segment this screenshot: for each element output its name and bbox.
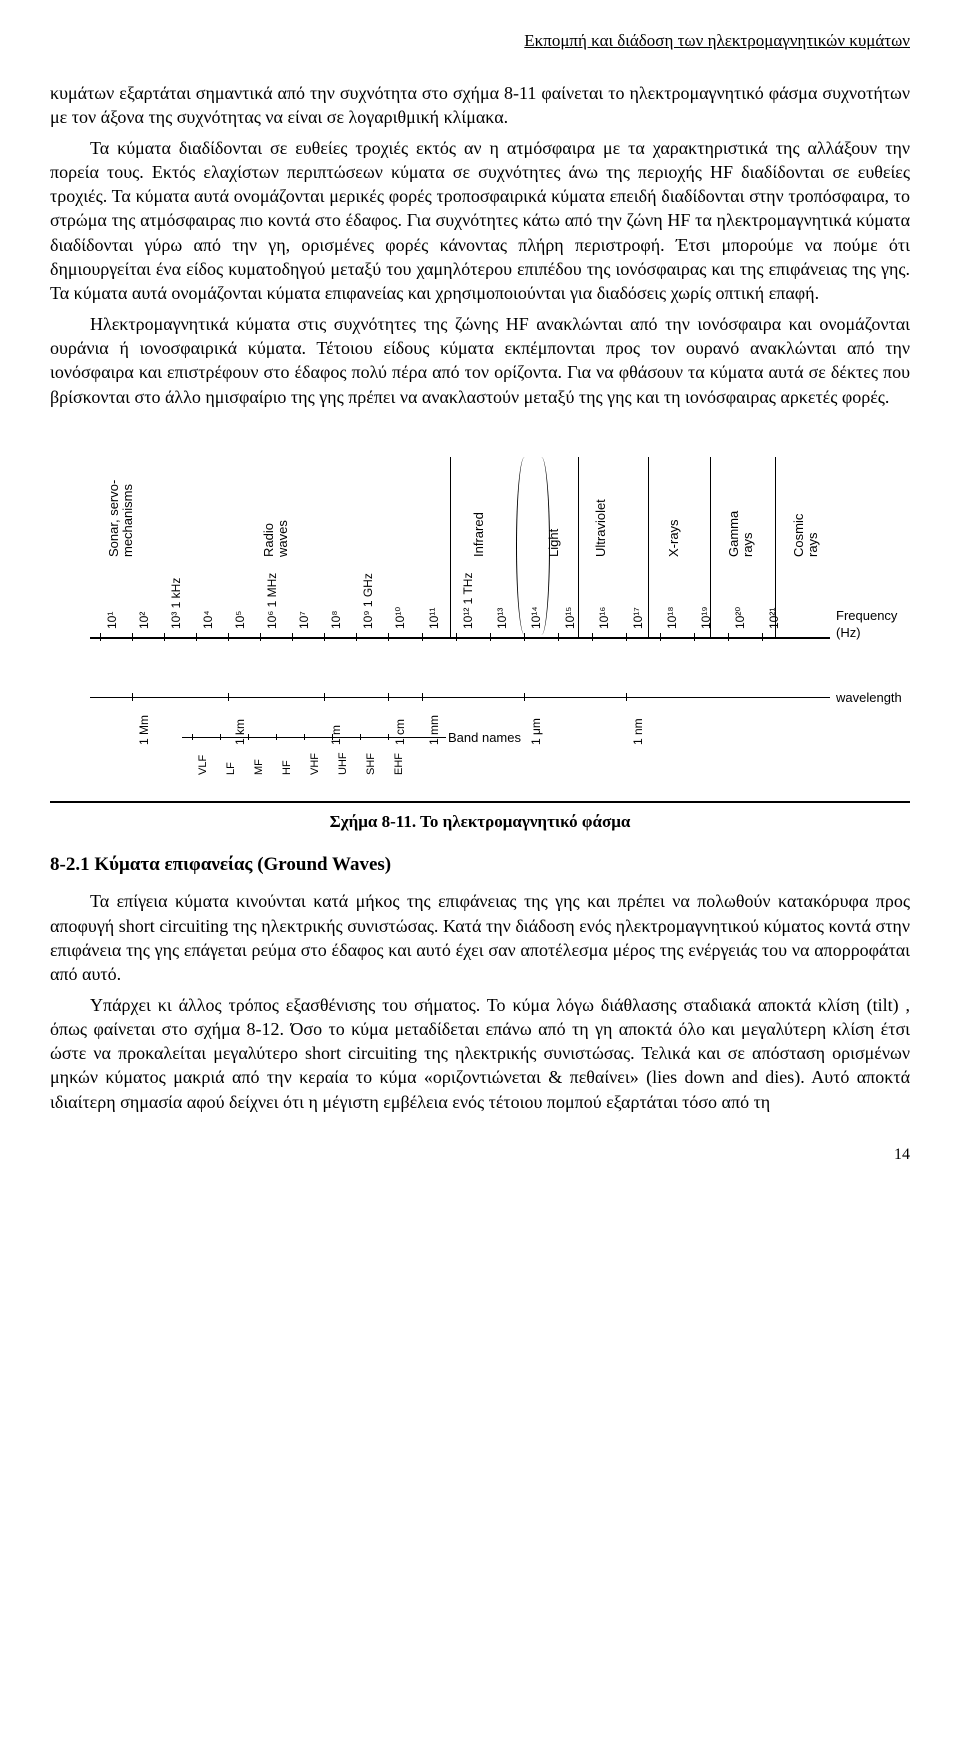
freq-tick-label: 10³ 1 kHz: [168, 577, 184, 628]
freq-tick-mark: [524, 633, 525, 641]
freq-tick-label: 10⁹ 1 GHz: [360, 573, 376, 629]
band-label: HF: [280, 760, 295, 775]
freq-tick-label: 10⁵: [232, 610, 248, 628]
region-label: Ultraviolet: [592, 499, 610, 557]
region-label: rays: [739, 532, 757, 557]
wavelength-label: 1 cm: [392, 719, 408, 745]
wavelength-tick-mark: [324, 693, 325, 701]
figure-caption: Σχήμα 8-11. Το ηλεκτρομαγνητικό φάσμα: [50, 811, 910, 834]
freq-tick-label: 10²¹: [766, 607, 782, 628]
freq-tick-mark: [728, 633, 729, 641]
wavelength-label: 1 km: [232, 719, 248, 745]
freq-tick-label: 10⁷: [296, 611, 312, 629]
freq-tick-mark: [626, 633, 627, 641]
region-label: rays: [804, 532, 822, 557]
freq-tick-label: 10¹⁵: [562, 606, 578, 628]
paragraph-3: Ηλεκτρομαγνητικά κύματα στις συχνότητες …: [50, 312, 910, 409]
paragraph-4: Τα επίγεια κύματα κινούνται κατά μήκος τ…: [50, 889, 910, 986]
region-divider: [450, 457, 451, 637]
paragraph-2: Τα κύματα διαδίδονται σε ευθείες τροχιές…: [50, 136, 910, 306]
freq-tick-label: 10¹¹: [426, 607, 442, 628]
band-arrow: [428, 737, 446, 738]
wavelength-label: 1 mm: [426, 715, 442, 745]
freq-tick-mark: [228, 633, 229, 641]
freq-tick-mark: [388, 633, 389, 641]
freq-tick-label: 10¹² 1 THz: [460, 572, 476, 628]
spectrum-figure: Sonar, servo-mechanismsRadiowavesInfrare…: [50, 437, 910, 803]
freq-tick-mark: [132, 633, 133, 641]
frequency-axis: [90, 637, 830, 639]
freq-tick-label: 10²⁰: [732, 607, 748, 629]
freq-tick-label: 10¹³: [494, 607, 510, 628]
wavelength-tick-mark: [132, 693, 133, 701]
band-label: VHF: [308, 753, 323, 775]
band-label: LF: [224, 762, 239, 775]
freq-tick-mark: [356, 633, 357, 641]
freq-tick-label: 10¹⁴: [528, 606, 544, 629]
wavelength-tick-mark: [626, 693, 627, 701]
region-divider: [648, 457, 649, 637]
wavelength-label: 1 nm: [630, 718, 646, 745]
spectrum-diagram: Sonar, servo-mechanismsRadiowavesInfrare…: [70, 437, 890, 797]
freq-tick-label: 10¹⁶: [596, 607, 612, 629]
freq-tick-label: 10²: [136, 611, 152, 628]
page-number: 14: [50, 1144, 910, 1166]
freq-tick-mark: [592, 633, 593, 641]
band-label: EHF: [392, 753, 407, 775]
freq-tick-label: 10⁶ 1 MHz: [264, 573, 280, 629]
freq-tick-mark: [456, 633, 457, 641]
band-label: VLF: [196, 755, 211, 775]
freq-tick-mark: [490, 633, 491, 641]
region-label: X-rays: [665, 519, 683, 557]
region-label: Infrared: [470, 512, 488, 557]
freq-tick-mark: [196, 633, 197, 641]
freq-tick-mark: [660, 633, 661, 641]
wavelength-axis-label: wavelength: [836, 689, 902, 707]
freq-tick-label: 10¹: [104, 611, 120, 628]
freq-tick-label: 10¹⁹: [698, 606, 714, 628]
region-label: mechanisms: [119, 484, 137, 557]
freq-tick-mark: [260, 633, 261, 641]
freq-tick-mark: [100, 633, 101, 641]
wavelength-label: 1 μm: [528, 718, 544, 745]
frequency-axis-label: Frequency (Hz): [836, 607, 897, 642]
paragraph-5: Υπάρχει κι άλλος τρόπος εξασθένισης του …: [50, 993, 910, 1114]
region-label: waves: [274, 520, 292, 557]
section-heading: 8-2.1 Κύματα επιφανείας (Ground Waves): [50, 852, 910, 878]
freq-tick-label: 10¹⁷: [630, 607, 646, 629]
wavelength-axis: [90, 697, 830, 698]
wavelength-label: 1 m: [328, 725, 344, 745]
freq-tick-label: 10¹⁰: [392, 607, 408, 629]
freq-tick-mark: [292, 633, 293, 641]
freq-tick-mark: [762, 633, 763, 641]
page-header: Εκπομπή και διάδοση των ηλεκτρομαγνητικώ…: [50, 30, 910, 53]
band-label: MF: [252, 759, 267, 775]
freq-tick-label: 10⁴: [200, 610, 216, 629]
freq-tick-mark: [694, 633, 695, 641]
band-label: SHF: [364, 753, 379, 775]
band-label: UHF: [336, 752, 351, 775]
freq-tick-mark: [558, 633, 559, 641]
band-names-label: Band names: [448, 729, 521, 747]
freq-tick-label: 10⁸: [328, 610, 344, 628]
wavelength-tick-mark: [388, 693, 389, 701]
freq-tick-mark: [422, 633, 423, 641]
paragraph-1: κυμάτων εξαρτάται σημαντικά από την συχν…: [50, 81, 910, 130]
freq-tick-mark: [324, 633, 325, 641]
freq-tick-mark: [164, 633, 165, 641]
band-axis: [182, 737, 428, 738]
freq-tick-label: 10¹⁸: [664, 606, 680, 628]
wavelength-tick-mark: [228, 693, 229, 701]
wavelength-tick-mark: [422, 693, 423, 701]
wavelength-label: 1 Mm: [136, 715, 152, 745]
wavelength-tick-mark: [524, 693, 525, 701]
